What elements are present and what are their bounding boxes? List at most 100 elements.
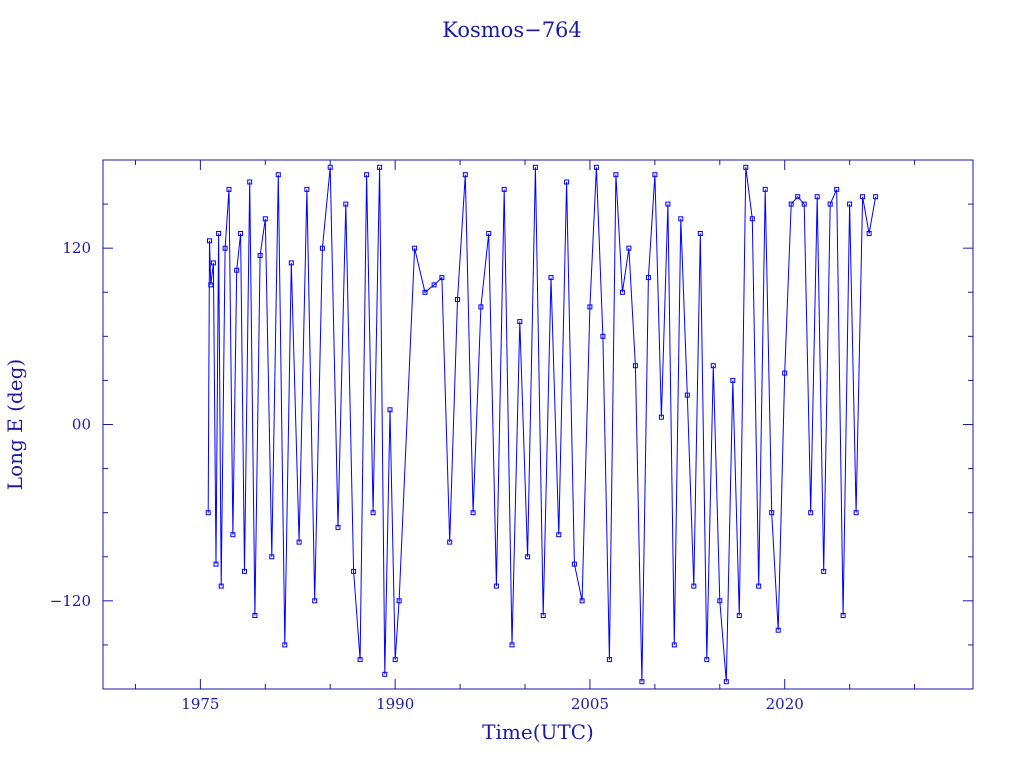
y-tick-label: 00 — [72, 416, 91, 434]
data-point — [665, 201, 671, 207]
data-point — [296, 539, 302, 545]
data-point — [873, 194, 879, 200]
data-point — [462, 172, 468, 178]
data-point — [782, 370, 788, 376]
data-point — [213, 561, 219, 567]
y-axis: 120 00 −120 — [50, 159, 973, 690]
data-point — [282, 642, 288, 648]
data-point — [762, 186, 768, 192]
data-point — [808, 510, 814, 516]
data-point — [671, 642, 677, 648]
data-point — [860, 194, 866, 200]
data-point — [821, 568, 827, 574]
data-point — [387, 407, 393, 413]
data-point — [207, 238, 212, 244]
data-point — [222, 245, 228, 251]
data-point — [571, 561, 577, 567]
data-point — [351, 568, 357, 574]
data-point — [834, 186, 840, 192]
data-point — [343, 201, 349, 207]
data-point — [749, 216, 755, 222]
data-point — [238, 231, 244, 236]
data-point — [525, 554, 531, 560]
data-point — [593, 164, 599, 170]
data-point — [600, 333, 606, 339]
data-point — [613, 172, 619, 178]
data-point — [357, 657, 363, 663]
data-point — [847, 201, 853, 207]
data-point — [392, 657, 398, 663]
data-point — [564, 179, 570, 185]
y-tick-label: −120 — [50, 592, 91, 610]
data-point — [377, 164, 383, 170]
data-point — [756, 583, 762, 589]
data-point — [439, 275, 445, 281]
data-point — [788, 201, 794, 207]
data-point — [470, 510, 476, 516]
data-point — [412, 245, 418, 251]
data-point — [486, 231, 492, 236]
data-point — [814, 194, 820, 200]
data-point — [210, 260, 216, 266]
data-point — [319, 245, 325, 251]
data-point — [697, 231, 703, 236]
data-point — [262, 216, 268, 222]
x-axis: 1975 1990 2005 2020 — [134, 160, 916, 713]
data-point — [304, 186, 310, 192]
data-point — [736, 613, 742, 618]
data-point — [548, 275, 554, 281]
data-point — [335, 524, 341, 530]
data-point — [723, 679, 729, 685]
data-point — [288, 260, 294, 266]
data-point — [422, 289, 428, 295]
data-point — [205, 510, 211, 516]
data-point — [556, 532, 562, 538]
plot-frame — [102, 159, 974, 690]
data-point — [606, 657, 612, 663]
chart-title: Kosmos−764 — [442, 18, 582, 42]
data-point — [743, 164, 749, 170]
data-point — [312, 598, 318, 604]
data-point — [587, 304, 593, 310]
data-point — [493, 583, 499, 589]
y-axis-label: Long E (deg) — [3, 359, 27, 490]
data-point — [269, 554, 275, 560]
data-point — [226, 186, 232, 192]
data-point — [364, 172, 370, 178]
data-point — [626, 245, 632, 251]
data-point — [208, 282, 214, 288]
data-point — [327, 164, 333, 170]
data-point — [275, 172, 281, 178]
data-point — [632, 363, 638, 369]
data-point — [370, 510, 376, 516]
data-point — [216, 231, 222, 236]
x-axis-label: Time(UTC) — [482, 720, 594, 744]
data-point — [230, 532, 236, 538]
data-point — [639, 679, 645, 685]
data-point — [710, 363, 716, 369]
data-point — [431, 282, 437, 288]
x-tick-label: 1975 — [181, 695, 219, 713]
x-tick-label: 2020 — [766, 695, 804, 713]
data-point — [684, 392, 690, 398]
data-point — [252, 613, 258, 618]
data-point — [382, 671, 388, 677]
data-point — [652, 172, 658, 178]
data-point — [619, 289, 625, 295]
data-point — [257, 253, 263, 258]
data-point — [247, 179, 253, 185]
series-group — [205, 164, 879, 685]
data-point — [396, 598, 402, 604]
data-point — [775, 627, 781, 633]
data-point — [234, 267, 240, 273]
data-point — [717, 598, 723, 604]
data-point — [645, 275, 651, 281]
data-point — [801, 201, 807, 207]
x-tick-label: 2005 — [571, 695, 609, 713]
data-point — [478, 304, 484, 310]
data-point — [517, 319, 523, 325]
data-point — [447, 539, 453, 545]
series-line — [207, 167, 877, 682]
data-point — [704, 657, 710, 663]
